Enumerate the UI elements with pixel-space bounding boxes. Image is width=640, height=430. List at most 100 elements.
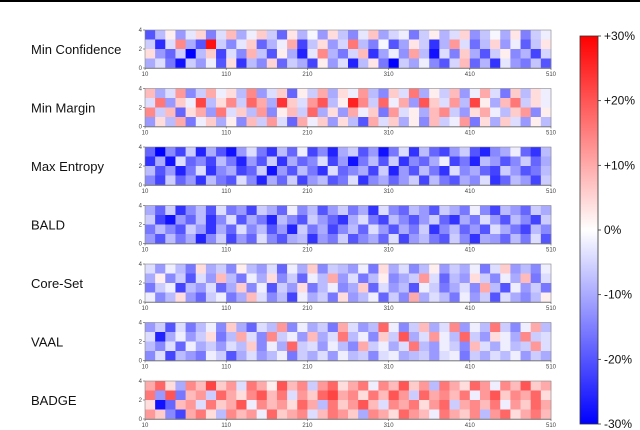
heatmap-cell [246,215,258,225]
heatmap-cell [236,390,247,401]
heatmap-cell [378,390,389,401]
heatmap-cell [500,175,511,186]
heatmap-cell [439,88,450,99]
heatmap-cell [398,147,410,157]
heatmap-cell [317,98,329,108]
heatmap-cell [530,215,542,225]
heatmap-cell [266,166,278,176]
heatmap-cell [337,292,349,303]
heatmap-cell [337,381,349,391]
heatmap-cell [479,381,491,391]
x-tick-label: 410 [465,365,476,371]
heatmap-cell [195,49,207,59]
panel-core-set: Core-Set 10 110 210 310 410 510 0 2 4 [31,262,557,312]
heatmap-cell [317,400,329,410]
heatmap-cell [449,166,461,176]
heatmap-cell [439,264,450,274]
heatmap-cell [145,351,156,361]
heatmap-cell [195,381,207,391]
heatmap-cell [226,390,237,401]
heatmap-cell [419,381,430,391]
heatmap-cell [327,224,339,235]
heatmap-cell [530,283,542,293]
heatmap-cell [226,283,237,293]
heatmap-cell [459,264,471,274]
heatmap-cell [490,205,501,216]
heatmap-cell [469,381,481,391]
heatmap-cell [145,49,156,59]
heatmap-cell [469,390,481,401]
heatmap-cell [449,39,461,50]
heatmap-cell [408,49,420,59]
heatmap-cell [510,351,521,361]
heatmap-cell [145,332,156,342]
heatmap-cell [469,215,481,225]
heatmap-cell [398,351,410,361]
x-tick-label: 110 [221,189,231,195]
heatmap-cell [419,322,430,333]
heatmap-cell [307,147,318,157]
heatmap-cell [358,234,369,244]
heatmap-cell [205,400,217,410]
heatmap-cell [358,224,369,235]
heatmap-cell [500,341,511,352]
heatmap-cell [165,175,176,186]
heatmap-cell [408,273,420,284]
heatmap-cell [510,264,521,274]
heatmap-cell [337,224,349,235]
heatmap-cell [205,332,217,342]
heatmap-cell [236,273,247,284]
x-tick-label: 310 [384,248,395,254]
heatmap-cell [276,107,288,118]
heatmap-cell [388,205,400,216]
heatmap-cell [510,205,521,216]
heatmap-cell [256,341,268,352]
heatmap-cell [317,58,329,69]
heatmap-cell [520,332,532,342]
heatmap-cell [216,117,227,127]
heatmap-cell [368,341,379,352]
heatmap-cell [155,273,166,284]
heatmap-cell [307,400,318,410]
heatmap-cell [388,58,400,69]
heatmap-cell [317,390,329,401]
heatmap-cell [195,292,207,303]
heatmap-cell [155,166,166,176]
heatmap-cell [226,215,237,225]
heatmap-cell [490,30,501,40]
heatmap-cell [236,98,247,108]
heatmap-cell [266,381,278,391]
heatmap-cell [469,292,481,303]
heatmap-cell [490,107,501,118]
heatmap-cell [327,292,339,303]
heatmap-cell [479,283,491,293]
heatmap-cell [520,58,532,69]
y-tick-label: 2 [139,398,143,404]
heatmap-cell [246,292,258,303]
heatmap-cell [520,409,532,420]
heatmap-cell [378,98,389,108]
heatmap-cell [266,58,278,69]
heatmap-cell [165,400,176,410]
heatmap-cell [449,381,461,391]
heatmap-cell [479,341,491,352]
heatmap-cell [327,332,339,342]
heatmap-cell [530,166,542,176]
heatmap-cell [155,400,166,410]
heatmap-cell [266,156,278,167]
heatmap-cell [429,341,440,352]
heatmap-cell [337,49,349,59]
heatmap-cell [429,49,440,59]
heatmap-cell [358,264,369,274]
heatmap-cell [317,332,329,342]
y-tick-label: 4 [139,87,143,93]
heatmap-cell [408,234,420,244]
heatmap-cell [439,215,450,225]
heatmap-cell [408,390,420,401]
heatmap-cell [185,234,197,244]
panel-bald: BALD 10 110 210 310 410 510 0 2 4 [31,204,557,254]
heatmap-cell [297,400,308,410]
heatmap-cell [419,234,430,244]
heatmap-cell [185,166,197,176]
heatmap-cell [337,88,349,99]
